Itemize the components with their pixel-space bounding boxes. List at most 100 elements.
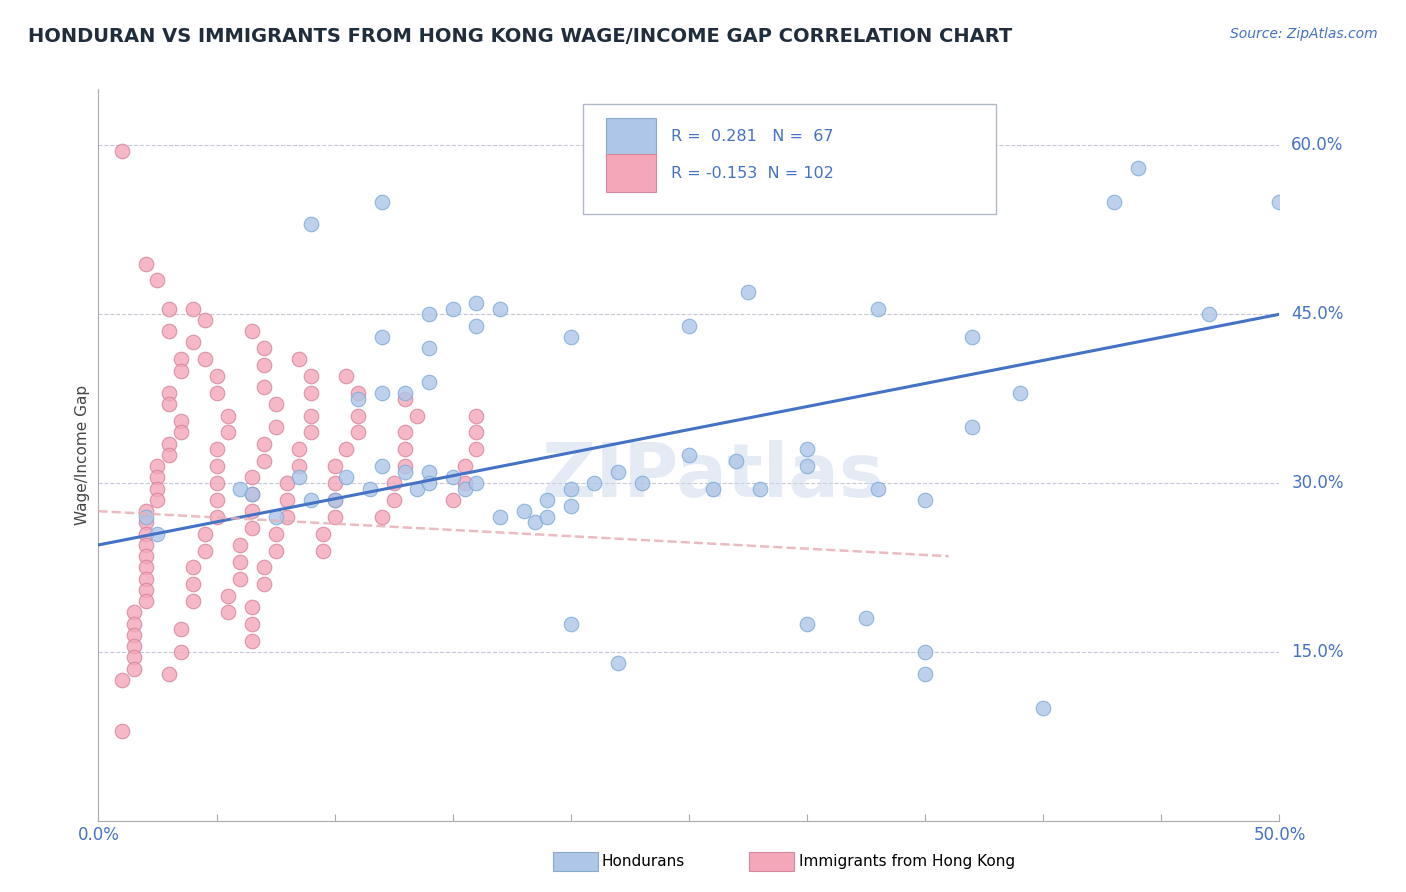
Point [441, 470, 464, 484]
Point [418, 375, 440, 389]
Point [489, 301, 512, 316]
Point [394, 442, 416, 457]
Text: HONDURAN VS IMMIGRANTS FROM HONG KONG WAGE/INCOME GAP CORRELATION CHART: HONDURAN VS IMMIGRANTS FROM HONG KONG WA… [28, 27, 1012, 45]
Point [288, 442, 311, 457]
Point [135, 257, 157, 271]
Point [1126, 161, 1149, 175]
Y-axis label: Wage/Income Gap: Wage/Income Gap [75, 384, 90, 525]
Point [560, 330, 582, 344]
Point [253, 436, 276, 450]
Point [323, 492, 346, 507]
Point [382, 492, 405, 507]
Point [418, 341, 440, 355]
Point [371, 386, 394, 401]
FancyBboxPatch shape [606, 154, 655, 193]
Point [299, 369, 322, 384]
Point [146, 492, 169, 507]
Point [194, 526, 217, 541]
Point [489, 509, 512, 524]
Point [962, 330, 984, 344]
Point [312, 526, 335, 541]
Point [371, 509, 394, 524]
Point [135, 582, 157, 597]
Point [347, 392, 370, 406]
Point [453, 482, 475, 496]
Text: 45.0%: 45.0% [1291, 305, 1344, 323]
Point [157, 436, 180, 450]
Point [157, 301, 180, 316]
Point [678, 318, 700, 333]
Point [194, 543, 217, 558]
Point [229, 572, 252, 586]
Point [240, 487, 263, 501]
Text: R =  0.281   N =  67: R = 0.281 N = 67 [671, 129, 834, 145]
Point [135, 572, 157, 586]
Point [1032, 701, 1054, 715]
Point [465, 476, 488, 491]
Point [111, 723, 134, 738]
Point [299, 386, 322, 401]
Point [111, 144, 134, 158]
Point [560, 499, 582, 513]
Point [323, 492, 346, 507]
Point [406, 482, 429, 496]
Point [347, 425, 370, 440]
Point [157, 324, 180, 338]
Point [229, 555, 252, 569]
Point [418, 465, 440, 479]
Point [512, 504, 534, 518]
Text: Immigrants from Hong Kong: Immigrants from Hong Kong [799, 855, 1015, 869]
Point [418, 307, 440, 321]
Point [323, 509, 346, 524]
Point [181, 335, 204, 350]
Point [465, 425, 488, 440]
Point [583, 476, 606, 491]
Point [170, 645, 193, 659]
Point [359, 482, 381, 496]
Point [122, 606, 145, 620]
Point [170, 414, 193, 428]
Point [418, 476, 440, 491]
Text: 30.0%: 30.0% [1291, 474, 1344, 492]
Text: 60.0%: 60.0% [1291, 136, 1344, 154]
Point [135, 560, 157, 574]
Point [205, 509, 228, 524]
Point [240, 487, 263, 501]
Point [170, 363, 193, 377]
Point [335, 470, 357, 484]
Point [465, 409, 488, 423]
Text: ZIPatlas: ZIPatlas [541, 441, 884, 514]
Point [205, 369, 228, 384]
Point [796, 442, 818, 457]
Point [181, 577, 204, 591]
Point [335, 369, 357, 384]
Point [146, 482, 169, 496]
Point [181, 301, 204, 316]
Point [453, 459, 475, 474]
Point [725, 453, 748, 467]
Point [135, 538, 157, 552]
Point [170, 352, 193, 367]
Point [264, 543, 287, 558]
Point [394, 459, 416, 474]
Point [135, 526, 157, 541]
Point [1268, 194, 1291, 209]
Point [371, 459, 394, 474]
Point [146, 470, 169, 484]
FancyBboxPatch shape [606, 118, 655, 156]
Point [135, 509, 157, 524]
Point [855, 611, 877, 625]
Point [524, 516, 547, 530]
Point [264, 526, 287, 541]
Point [253, 358, 276, 372]
Point [382, 476, 405, 491]
Point [122, 650, 145, 665]
Point [157, 448, 180, 462]
Point [737, 285, 759, 299]
Point [914, 492, 936, 507]
Point [748, 482, 770, 496]
Point [157, 397, 180, 411]
Point [264, 397, 287, 411]
Point [465, 296, 488, 310]
Point [866, 301, 889, 316]
